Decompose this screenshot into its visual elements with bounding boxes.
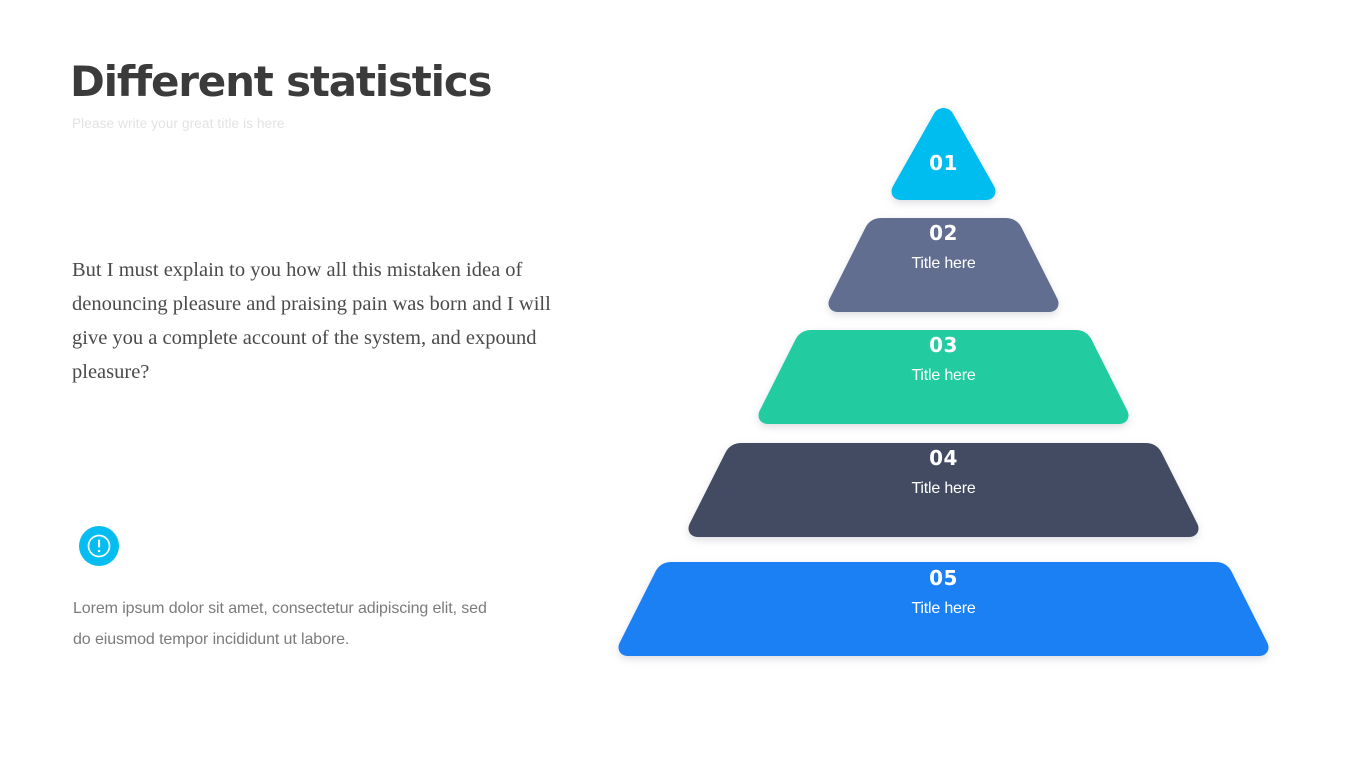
pyramid-level-03-shape xyxy=(758,330,1129,424)
pyramid-level-01-shape xyxy=(891,108,996,200)
pyramid-level-04-number: 04 xyxy=(929,446,958,470)
note-paragraph: Lorem ipsum dolor sit amet, consectetur … xyxy=(73,600,487,648)
info-exclamation-icon xyxy=(79,526,119,566)
pyramid-level-02-number: 02 xyxy=(929,221,958,245)
pyramid-level-04-shape xyxy=(688,443,1199,537)
pyramid-level-01-number: 01 xyxy=(929,151,958,175)
pyramid-level-05[interactable]: 05 Title here xyxy=(618,562,1269,656)
pyramid-level-03[interactable]: 03 Title here xyxy=(758,330,1129,424)
body-paragraph: But I must explain to you how all this m… xyxy=(72,259,551,383)
pyramid-level-05-number: 05 xyxy=(929,566,958,590)
pyramid-level-05-title: Title here xyxy=(911,600,975,617)
pyramid-level-02-shape xyxy=(828,218,1059,312)
pyramid-level-03-title: Title here xyxy=(911,367,975,384)
pyramid-level-02[interactable]: 02 Title here xyxy=(828,218,1059,312)
pyramid-level-05-shape xyxy=(618,562,1269,656)
pyramid-level-03-number: 03 xyxy=(929,333,958,357)
pyramid-level-04[interactable]: 04 Title here xyxy=(688,443,1199,537)
page-title: Different statistics xyxy=(70,57,493,106)
header-block: Different statistics Please write your g… xyxy=(70,57,590,132)
pyramid-level-01[interactable]: 01 xyxy=(891,108,996,200)
page-subtitle: Please write your great title is here xyxy=(72,116,285,132)
pyramid-level-04-title: Title here xyxy=(911,480,975,497)
pyramid-chart: 01 02 Title here 03 Title here 04 Title … xyxy=(596,100,1296,680)
pyramid-level-02-title: Title here xyxy=(911,255,975,272)
